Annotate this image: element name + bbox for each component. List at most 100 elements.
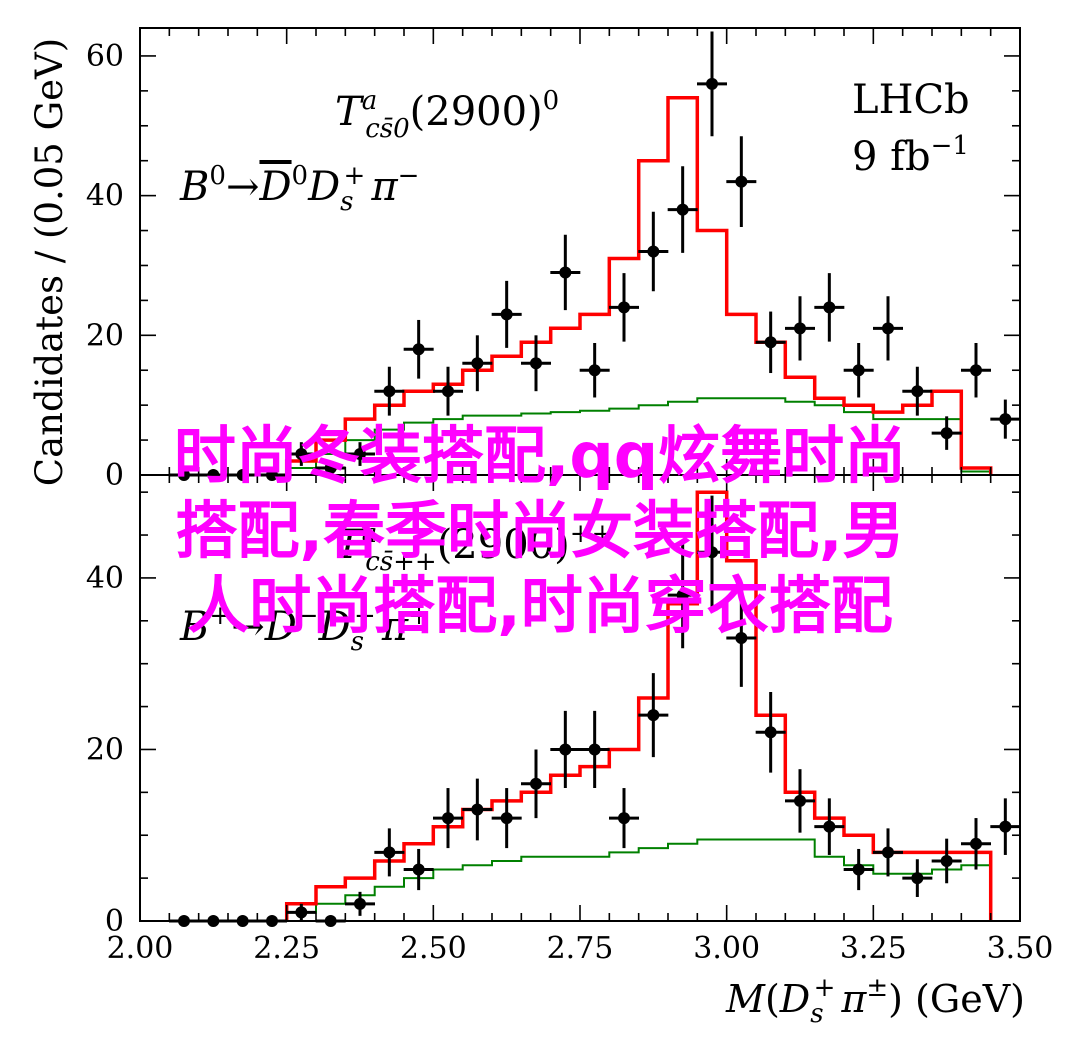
top-data-point — [609, 273, 639, 342]
bottom-data-point — [667, 541, 698, 649]
bottom-data-point — [638, 673, 669, 758]
top-background-fit-curve — [285, 397, 992, 475]
data-marker — [412, 863, 425, 876]
top-title-line-1: Ta cs̄0(2900)0 — [335, 86, 559, 144]
bottom-data-point — [843, 848, 874, 891]
top-data-point — [755, 311, 786, 374]
x-tick-label: 2.75 — [547, 931, 614, 966]
y-tick-label: 60 — [86, 39, 124, 74]
data-marker — [647, 245, 660, 258]
data-marker — [442, 812, 454, 825]
y-tick-label: 40 — [86, 179, 124, 214]
data-marker — [295, 906, 308, 919]
bottom-data-point — [755, 691, 786, 773]
x-axis-label: M(Ds+ π±) (GeV) — [725, 973, 1025, 1029]
data-marker — [882, 846, 894, 859]
data-marker — [354, 897, 366, 910]
data-marker — [500, 308, 513, 321]
x-tick-label: 2.00 — [107, 931, 174, 966]
top-data-point — [873, 296, 903, 361]
data-marker — [500, 812, 513, 825]
y-tick-label: 0 — [105, 904, 124, 939]
bottom-data-point — [873, 828, 903, 877]
top-data-point — [638, 211, 669, 292]
y-tick-label: 20 — [86, 318, 124, 353]
top-data-point — [697, 31, 727, 137]
data-marker — [530, 777, 542, 790]
data-marker — [764, 336, 777, 349]
bottom-data-point — [462, 778, 493, 841]
data-marker — [911, 385, 924, 398]
top-data-point — [433, 366, 463, 416]
top-title-line-2: B0→D0Ds+ π− — [179, 161, 419, 217]
bottom-data-point — [374, 828, 405, 877]
experiment-label: LHCb — [852, 77, 970, 123]
bottom-data-point — [814, 798, 845, 855]
bottom-data-point — [286, 903, 317, 921]
bottom-data-point — [726, 589, 757, 687]
top-data-point — [286, 442, 317, 466]
data-marker — [823, 820, 836, 833]
data-marker — [823, 301, 836, 314]
data-marker — [852, 863, 865, 876]
top-data-point — [374, 366, 405, 416]
top-data-point — [814, 273, 845, 342]
top-data-point — [726, 136, 757, 228]
bottom-plot-area — [169, 490, 1021, 927]
data-marker — [324, 462, 337, 475]
top-panel: 0 20 40 60 Ta cs̄0(2900)0 B0→D0Ds+ π− LHCb 9 … — [28, 27, 1021, 493]
data-marker — [383, 385, 396, 398]
data-marker — [676, 589, 689, 602]
bottom-title-line-2: B+→D−Ds+ π+ — [179, 601, 430, 657]
top-data-point — [403, 319, 434, 379]
top-data-point — [961, 342, 991, 398]
data-marker — [530, 357, 542, 370]
data-marker — [999, 413, 1012, 426]
data-marker — [618, 812, 630, 825]
bottom-data-point — [931, 838, 962, 884]
data-marker — [882, 322, 894, 335]
x-tick-label: 3.00 — [693, 931, 760, 966]
top-data-point — [843, 342, 874, 398]
data-marker — [295, 448, 308, 461]
data-marker — [588, 364, 601, 377]
data-marker — [706, 77, 718, 90]
data-marker — [940, 427, 953, 440]
data-marker — [706, 546, 718, 559]
data-marker — [559, 266, 572, 279]
data-marker — [647, 709, 660, 722]
top-data-point — [462, 335, 493, 392]
bottom-data-point — [433, 788, 463, 849]
data-marker — [794, 794, 806, 807]
top-axis-ticks: 0 20 40 60 — [86, 28, 1021, 493]
bottom-data-point — [521, 749, 551, 819]
bottom-background-fit-curve — [285, 838, 992, 921]
luminosity-label: 9 fb−1 — [852, 131, 969, 180]
bottom-data-point — [609, 788, 639, 849]
data-marker — [999, 820, 1012, 833]
top-data-point — [345, 442, 375, 466]
bottom-panel: 0 20 40 2.00 2.25 2.50 2.75 3.00 3.25 3.50 Ta cs̄+… — [86, 474, 1053, 1029]
x-tick-label: 2.25 — [253, 931, 320, 966]
top-data-point — [990, 399, 1021, 439]
bottom-title-line-1: Ta cs̄++(2900)++ — [335, 519, 613, 577]
x-tick-label: 2.50 — [400, 931, 467, 966]
bottom-axis-ticks: 0 20 40 2.00 2.25 2.50 2.75 3.00 3.25 3.50 — [86, 475, 1053, 966]
x-tick-label: 3.25 — [840, 931, 907, 966]
data-marker — [794, 322, 806, 335]
bottom-data-point — [491, 788, 522, 849]
top-data-point — [785, 296, 815, 361]
data-marker — [970, 837, 982, 850]
bottom-data-point — [990, 798, 1021, 855]
y-tick-label: 40 — [86, 561, 124, 596]
data-marker — [940, 854, 953, 867]
top-plot-area — [169, 31, 1021, 481]
data-marker — [471, 803, 484, 816]
bottom-data-point — [579, 710, 610, 789]
top-data-point — [521, 335, 551, 392]
y-tick-label: 20 — [86, 732, 124, 767]
bottom-data-point — [550, 710, 581, 789]
top-data-point — [579, 342, 610, 398]
top-data-point — [491, 280, 522, 348]
